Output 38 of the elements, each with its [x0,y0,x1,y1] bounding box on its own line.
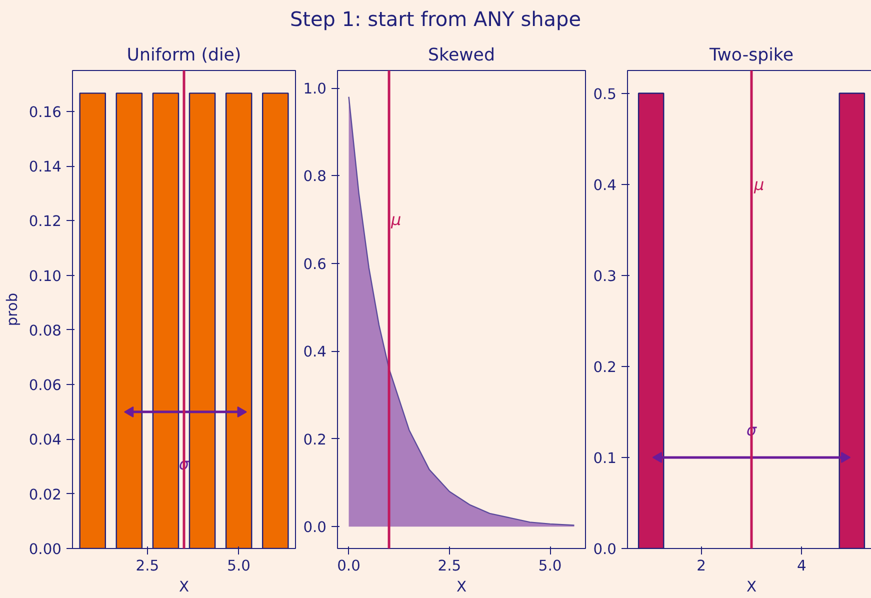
y-tick-label: 0.0 [303,519,327,536]
y-tick-label: 0.5 [593,86,617,103]
chart-title: Skewed [428,46,495,66]
x-tick-label: 4 [797,558,806,574]
chart-title: Two-spike [708,46,794,66]
y-tick-label: 0.00 [28,541,62,558]
x-axis-title: X [178,578,190,596]
y-tick-label: 0.8 [303,168,327,186]
y-tick-label: 0.2 [593,358,617,376]
x-tick-label: 2 [696,558,706,574]
y-tick-label: 0.6 [303,256,327,273]
y-tick-label: 0.04 [28,432,62,449]
y-tick-label: 0.3 [593,268,617,285]
x-axis-title: X [456,578,467,596]
y-tick-label: 0.14 [28,158,62,176]
y-tick-label: 0.10 [28,268,62,285]
x-axis-title: X [746,578,757,596]
y-tick-label: 0.1 [593,450,617,467]
x-tick-label: 2.5 [438,558,462,574]
annotation: μ [753,174,764,194]
x-tick-label: 5.0 [227,558,250,574]
y-tick-label: 0.08 [28,322,62,340]
x-tick-label: 2.5 [136,558,160,574]
y-tick-label: 0.16 [28,104,62,121]
x-tick-label: 0.0 [337,558,360,574]
y-tick-label: 0.06 [28,377,62,394]
y-tick-label: 0.4 [303,344,327,361]
text: Step 1: start from ANY shape [290,6,582,33]
annotation: μ [390,210,402,230]
y-tick-label: 0.4 [593,176,617,194]
y-tick-label: 1.0 [303,80,327,98]
y-tick-label: 0.12 [28,213,62,230]
y-axis-title: prob [4,292,21,326]
x-tick-label: 5.0 [538,558,562,574]
y-tick-label: 0.2 [303,431,327,448]
chart-title: Uniform (die) [126,46,242,66]
y-tick-label: 0.0 [593,541,617,558]
y-tick-label: 0.02 [28,486,62,504]
